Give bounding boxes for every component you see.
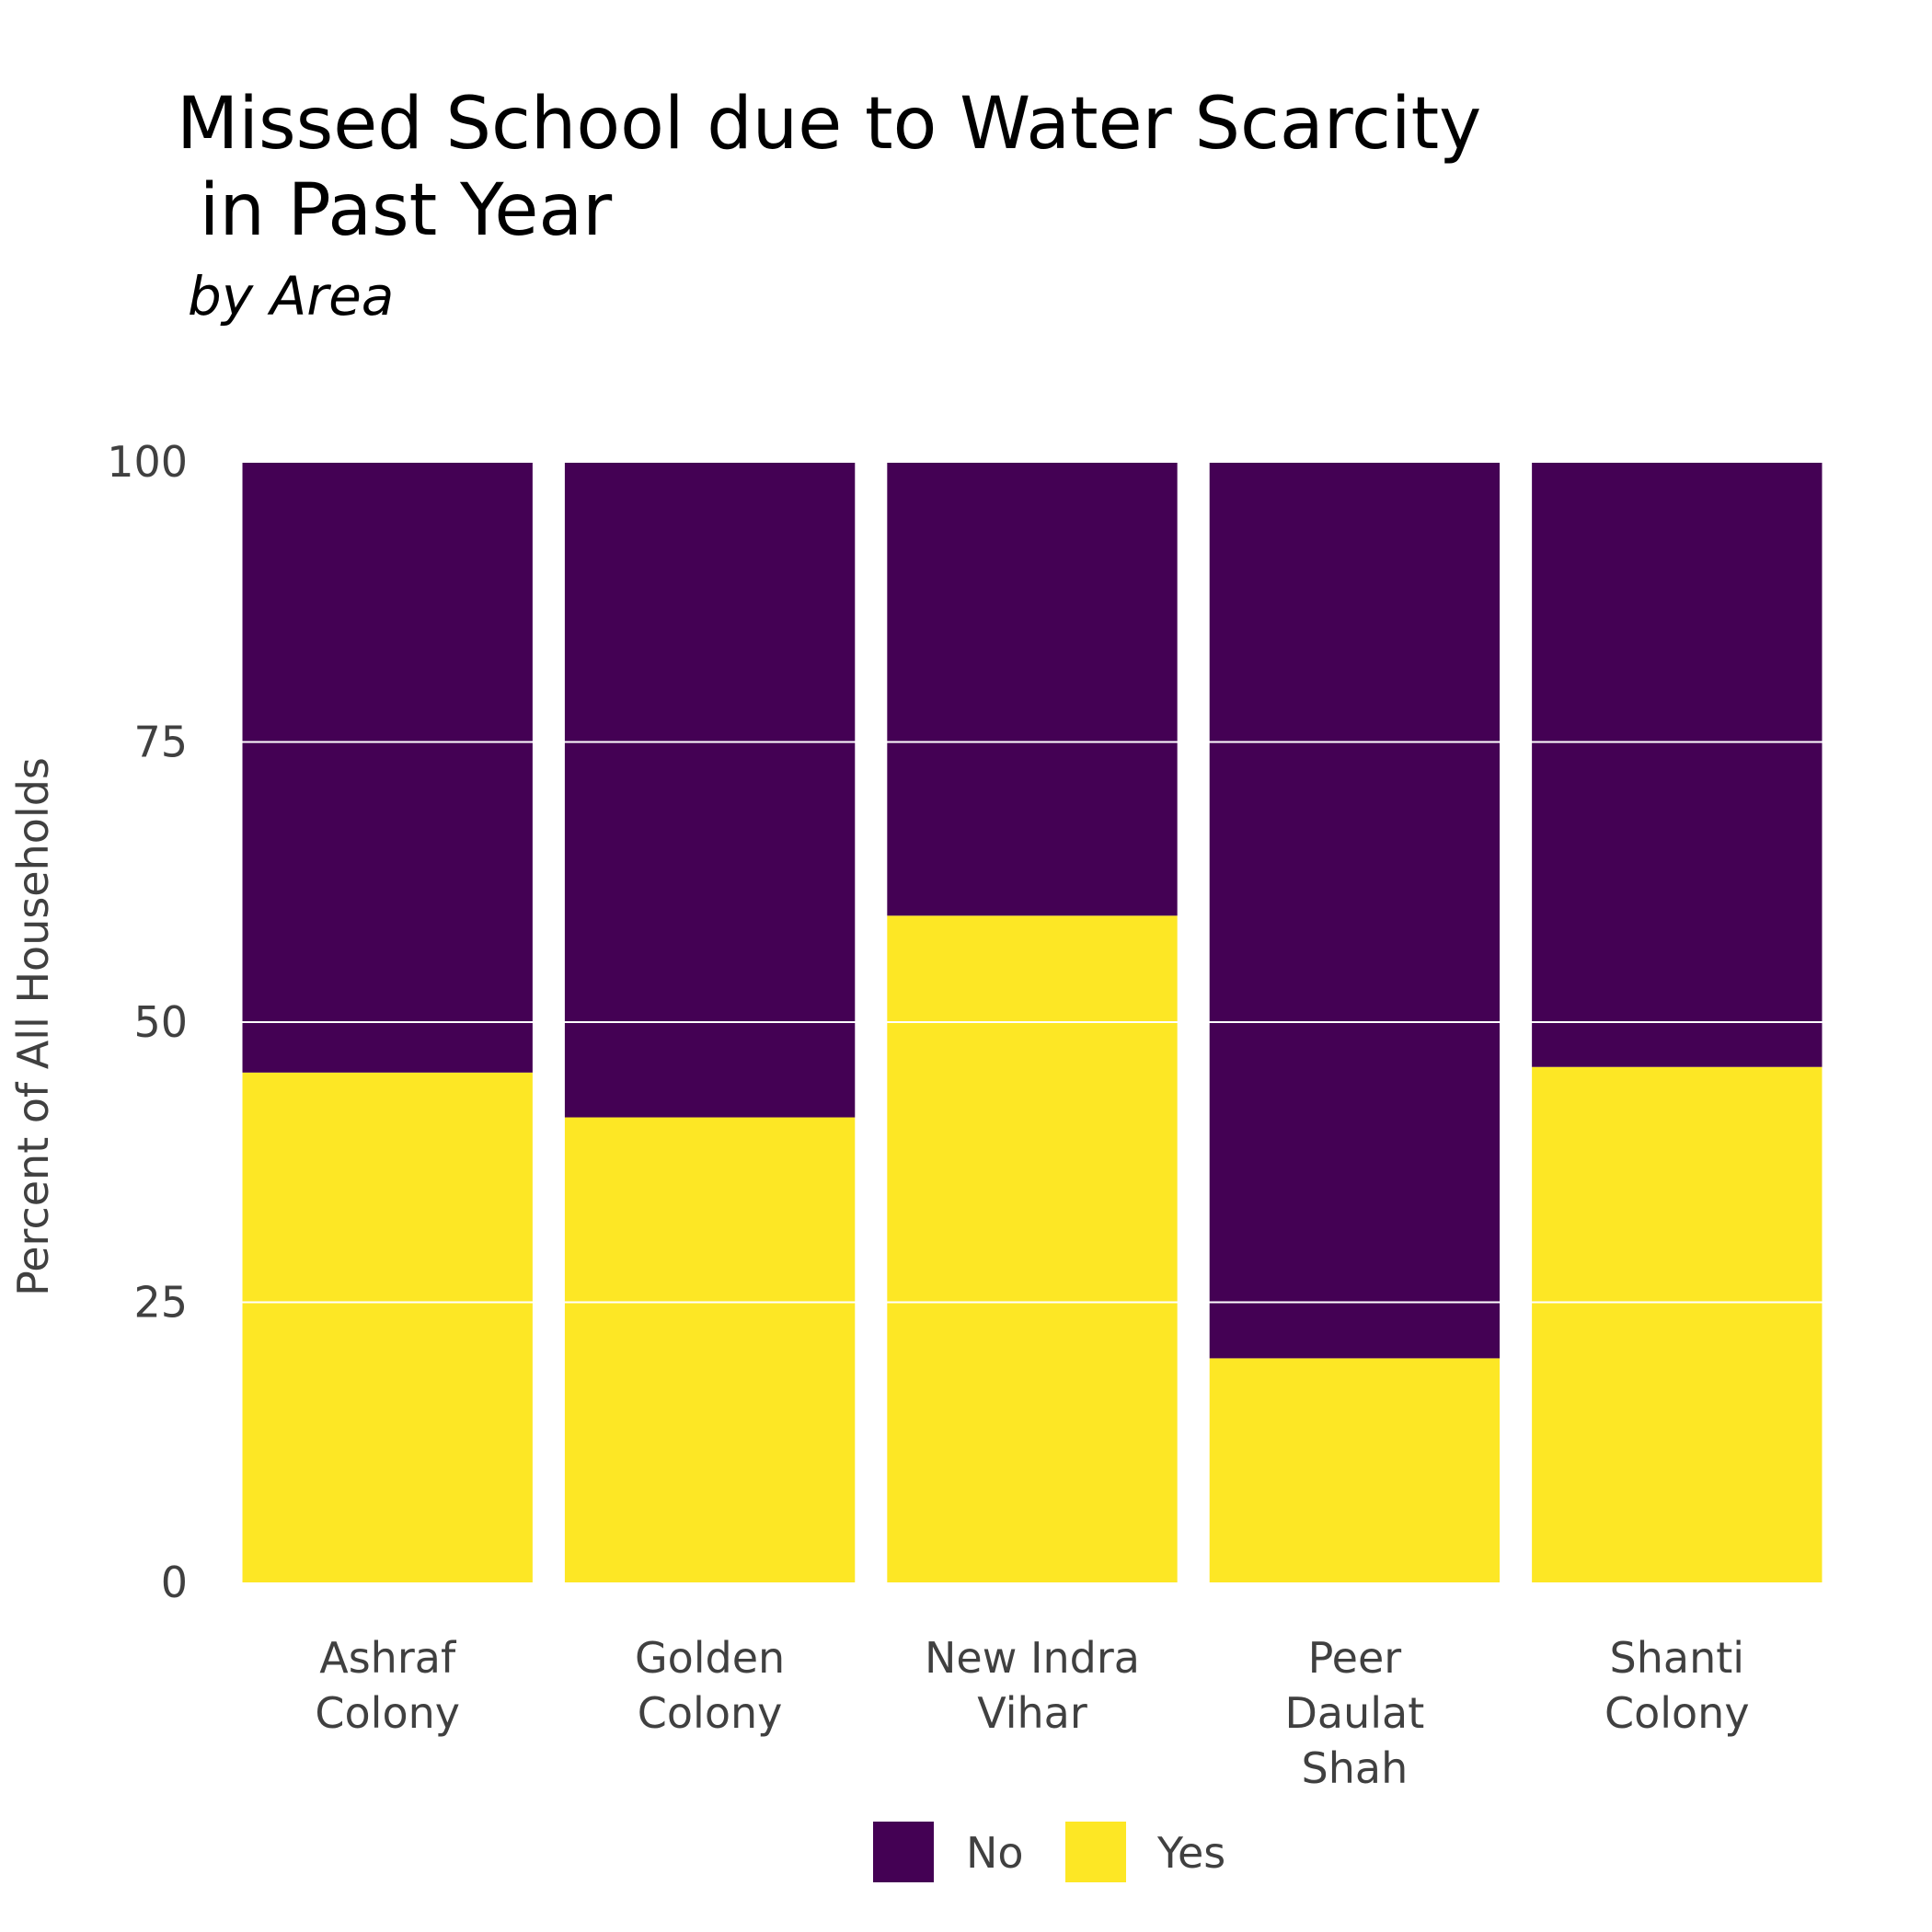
legend-key-no <box>873 1822 934 1882</box>
bar-yes-ashraf-colony <box>242 1072 533 1582</box>
y-tick-label-0: 0 <box>161 1558 188 1607</box>
x-axis-ticks: Ashraf Colony Golden Colony New Indra Vihar Pe… <box>315 1633 1749 1793</box>
legend: No Yes <box>873 1822 1225 1882</box>
y-tick-label-50: 50 <box>133 997 188 1047</box>
x-tick-label-ashraf-colony: Ashraf Colony <box>315 1633 460 1738</box>
chart-subtitle: by Area <box>188 265 395 328</box>
chart-title: Missed School due to Water Scarcity in P… <box>177 83 1482 252</box>
y-axis-title: Percent of All Households <box>8 757 58 1296</box>
y-tick-label-25: 25 <box>133 1278 188 1328</box>
bar-no-new-indra-vihar <box>887 462 1178 916</box>
gridlines-group <box>226 461 1838 1304</box>
bar-no-peer-daulat-shah <box>1209 462 1501 1359</box>
bars-group <box>242 462 1823 1582</box>
x-tick-label-golden-colony: Golden Colony <box>635 1633 785 1738</box>
bar-yes-golden-colony <box>564 1117 856 1582</box>
x-tick-label-new-indra-vihar: New Indra Vihar <box>925 1633 1140 1738</box>
bar-yes-peer-daulat-shah <box>1209 1358 1501 1582</box>
bar-yes-shanti-colony <box>1532 1066 1823 1582</box>
y-tick-label-100: 100 <box>107 437 188 487</box>
bar-yes-new-indra-vihar <box>887 915 1178 1582</box>
bar-no-golden-colony <box>564 462 856 1118</box>
y-tick-label-75: 75 <box>133 718 188 767</box>
legend-label-yes: Yes <box>1156 1828 1225 1878</box>
y-axis-ticks: 0 25 50 75 100 <box>107 437 188 1607</box>
bar-no-shanti-colony <box>1532 462 1823 1067</box>
bar-no-ashraf-colony <box>242 462 533 1073</box>
x-tick-label-shanti-colony: Shanti Colony <box>1604 1633 1750 1738</box>
x-tick-label-peer-daulat-shah: Peer Daulat Shah <box>1285 1633 1425 1793</box>
legend-label-no: No <box>966 1828 1024 1878</box>
legend-key-yes <box>1065 1822 1126 1882</box>
